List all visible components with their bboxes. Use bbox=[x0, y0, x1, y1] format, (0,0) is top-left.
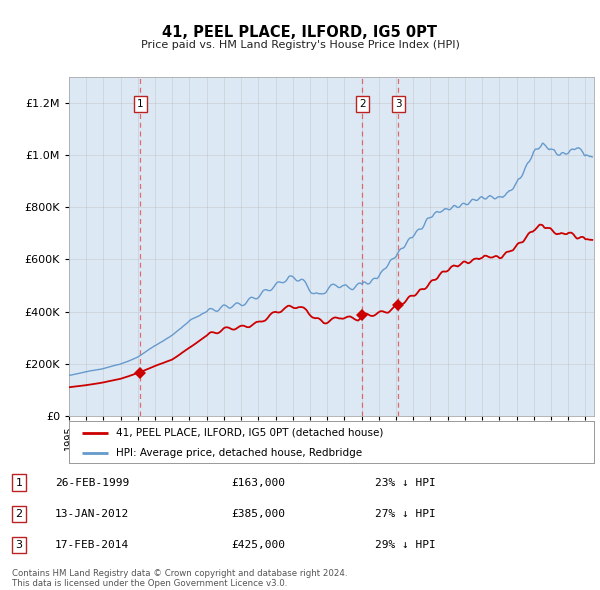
Text: Contains HM Land Registry data © Crown copyright and database right 2024.: Contains HM Land Registry data © Crown c… bbox=[12, 569, 347, 578]
Text: HPI: Average price, detached house, Redbridge: HPI: Average price, detached house, Redb… bbox=[116, 448, 362, 457]
Text: This data is licensed under the Open Government Licence v3.0.: This data is licensed under the Open Gov… bbox=[12, 579, 287, 588]
Text: 26-FEB-1999: 26-FEB-1999 bbox=[55, 477, 130, 487]
Text: 41, PEEL PLACE, ILFORD, IG5 0PT (detached house): 41, PEEL PLACE, ILFORD, IG5 0PT (detache… bbox=[116, 428, 383, 438]
Text: 1: 1 bbox=[137, 99, 144, 109]
Text: £425,000: £425,000 bbox=[231, 540, 285, 550]
Text: 2: 2 bbox=[359, 99, 365, 109]
Text: 27% ↓ HPI: 27% ↓ HPI bbox=[375, 509, 436, 519]
Text: 29% ↓ HPI: 29% ↓ HPI bbox=[375, 540, 436, 550]
Text: 3: 3 bbox=[395, 99, 401, 109]
Text: 41, PEEL PLACE, ILFORD, IG5 0PT: 41, PEEL PLACE, ILFORD, IG5 0PT bbox=[163, 25, 437, 40]
Text: £385,000: £385,000 bbox=[231, 509, 285, 519]
Text: £163,000: £163,000 bbox=[231, 477, 285, 487]
Text: 23% ↓ HPI: 23% ↓ HPI bbox=[375, 477, 436, 487]
Text: 17-FEB-2014: 17-FEB-2014 bbox=[55, 540, 130, 550]
Text: 3: 3 bbox=[16, 540, 22, 550]
Text: 2: 2 bbox=[16, 509, 22, 519]
Text: 1: 1 bbox=[16, 477, 22, 487]
Text: Price paid vs. HM Land Registry's House Price Index (HPI): Price paid vs. HM Land Registry's House … bbox=[140, 40, 460, 50]
Text: 13-JAN-2012: 13-JAN-2012 bbox=[55, 509, 130, 519]
